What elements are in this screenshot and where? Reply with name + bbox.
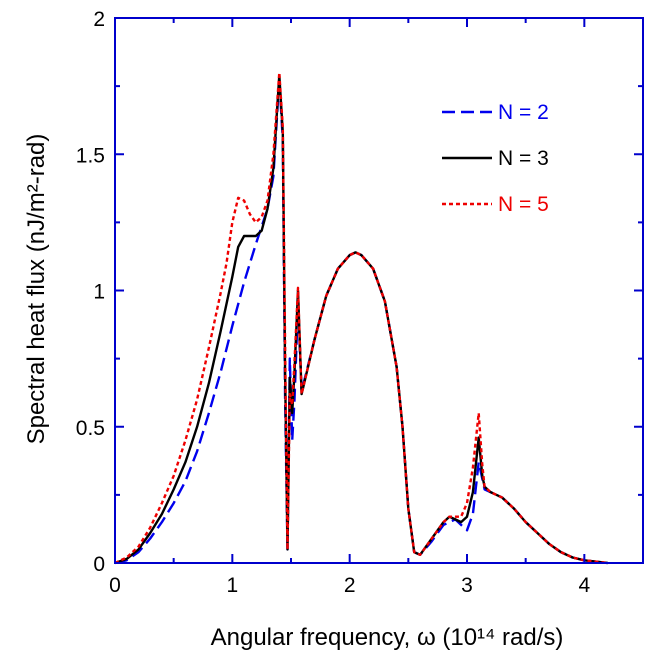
y-tick-label: 1 (93, 281, 105, 304)
legend: N = 2 N = 3 N = 5 (442, 101, 549, 216)
y-axis-label: Spectral heat flux (nJ/m²-rad) (23, 134, 50, 445)
x-axis-label: Angular frequency, ω (10¹⁴ rad/s) (211, 624, 564, 651)
x-tick-label: 3 (461, 574, 473, 597)
legend-label: N = 5 (498, 193, 549, 216)
x-tick-label: 4 (578, 574, 590, 597)
x-tick-label: 0 (109, 574, 121, 597)
x-tick-label: 2 (344, 574, 356, 597)
y-tick-label: 0.5 (76, 417, 105, 440)
series-line-N-5 (114, 71, 608, 565)
axis-ticks (114, 17, 643, 564)
series-layer (114, 71, 608, 565)
series-line-N-3 (114, 73, 608, 565)
plot-frame (114, 17, 644, 564)
y-tick-label: 2 (93, 8, 105, 31)
x-tick-label: 1 (226, 574, 238, 597)
y-tick-label: 0 (93, 553, 105, 576)
legend-label: N = 2 (498, 101, 549, 124)
tick-labels: 0 1 2 3 4 0 0.5 1 1.5 2 (76, 8, 591, 597)
y-tick-label: 1.5 (76, 144, 105, 167)
legend-label: N = 3 (498, 147, 549, 170)
